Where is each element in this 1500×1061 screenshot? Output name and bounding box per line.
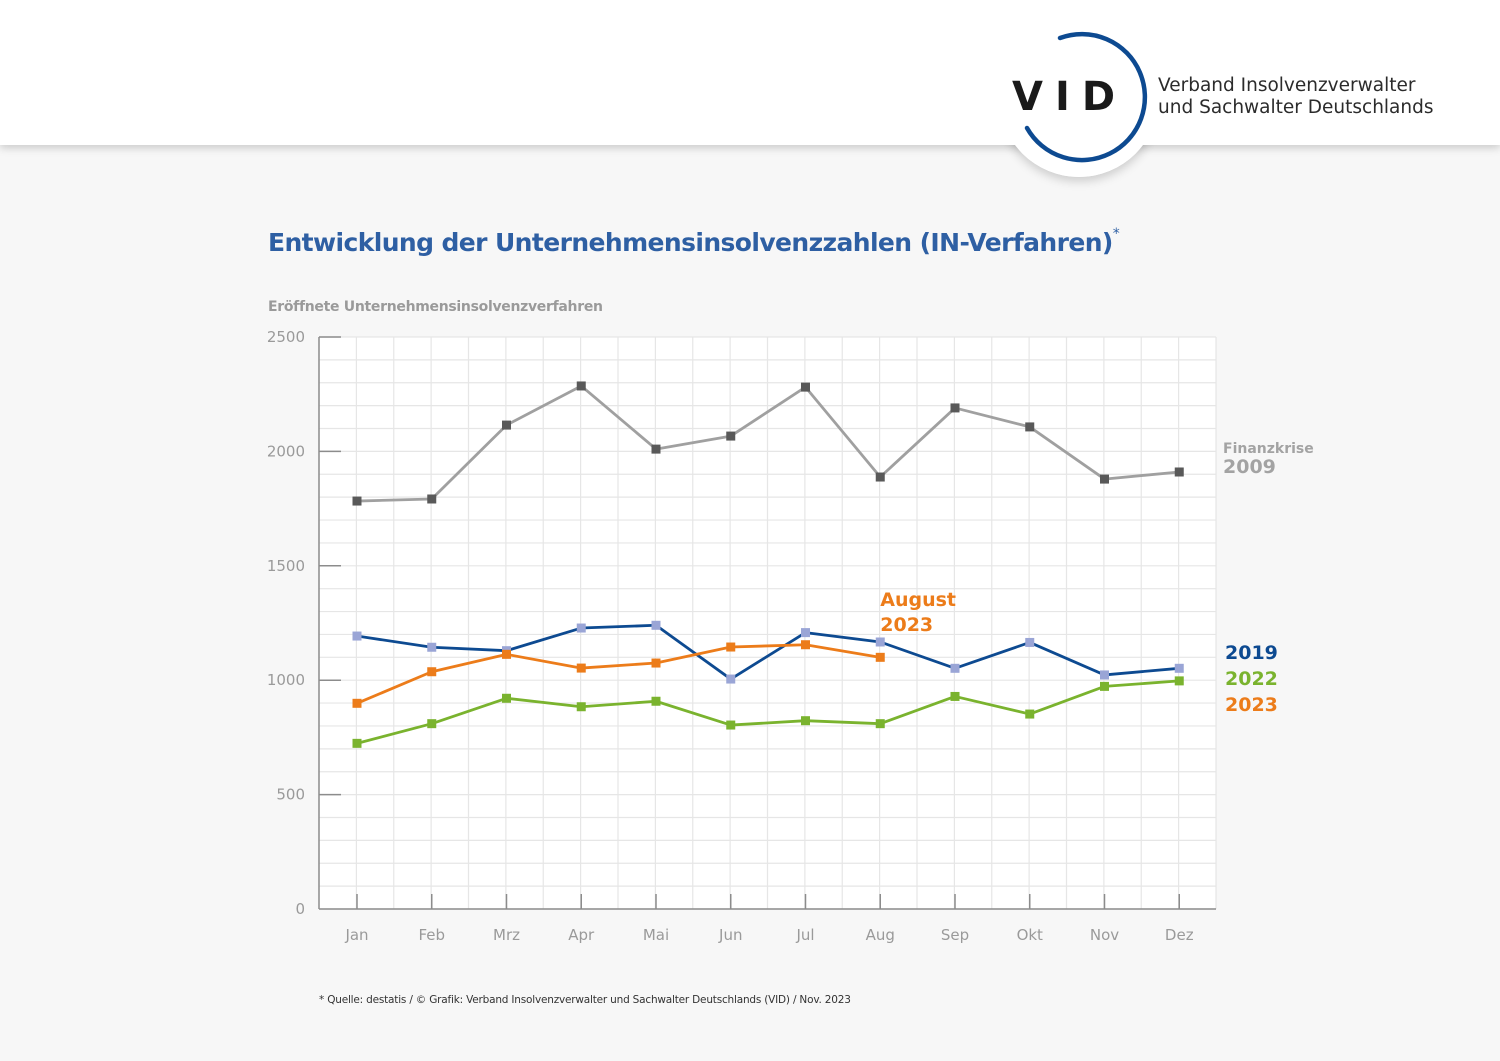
data-point-marker — [502, 649, 511, 659]
data-point-marker — [801, 382, 810, 392]
data-point-marker — [502, 693, 511, 703]
series-line-2023 — [356, 643, 881, 705]
x-tick-label: Jun — [718, 926, 742, 944]
data-point-marker — [352, 698, 362, 708]
data-point-marker — [427, 667, 437, 677]
series-line-2022 — [356, 679, 1180, 745]
y-tick-label: 0 — [295, 900, 305, 918]
x-tick-label: Jul — [795, 926, 814, 944]
data-point-marker — [427, 494, 437, 504]
y-tick-label: 500 — [276, 786, 305, 804]
data-point-marker — [726, 642, 736, 652]
x-tick-label: Mrz — [493, 926, 520, 944]
x-tick-label: Aug — [866, 926, 895, 944]
data-point-marker — [352, 631, 362, 641]
x-tick-label: Feb — [418, 926, 445, 944]
data-point-marker — [651, 658, 661, 668]
data-point-marker — [576, 381, 586, 391]
logo-ring-icon — [1024, 31, 1148, 163]
x-tick-label: Mai — [643, 926, 669, 944]
y-tick-label: 1000 — [267, 671, 305, 689]
data-point-marker — [1100, 670, 1109, 680]
data-point-marker — [352, 738, 362, 748]
title-footnote-marker: * — [1112, 226, 1120, 242]
data-point-marker — [576, 702, 586, 712]
x-tick-label: Nov — [1090, 926, 1119, 944]
data-point-marker — [1174, 676, 1184, 686]
data-point-marker — [726, 431, 736, 441]
annotation-august: August — [880, 589, 956, 611]
series-line-2019 — [356, 623, 1180, 681]
header-background — [0, 0, 1500, 145]
y-tick-label: 1500 — [267, 557, 305, 575]
logo-disc — [999, 17, 1159, 177]
series-line-finanzkrise — [356, 384, 1180, 503]
organization-name-line2: und Sachwalter Deutschlands — [1158, 97, 1434, 118]
x-tick-label: Dez — [1165, 926, 1194, 944]
source-footnote: * Quelle: destatis / © Grafik: Verband I… — [319, 994, 851, 1006]
data-point-marker — [502, 420, 511, 430]
x-tick-label: Jan — [344, 926, 368, 944]
y-tick-label: 2500 — [267, 328, 305, 346]
chart-title: Entwicklung der Unternehmensinsolvenzzah… — [268, 226, 1120, 257]
x-tick-label: Sep — [941, 926, 969, 944]
series-label-finanzkrise: Finanzkrise — [1223, 441, 1314, 457]
data-point-marker — [950, 663, 960, 673]
series-label-2023: 2023 — [1225, 694, 1278, 716]
data-point-marker — [1025, 422, 1035, 432]
series-label-2022: 2022 — [1225, 668, 1278, 690]
organization-name-line1: Verband Insolvenzverwalter — [1158, 75, 1416, 96]
data-point-marker — [875, 719, 885, 729]
logo-vid: VID — [1012, 74, 1128, 120]
data-point-marker — [427, 642, 437, 652]
data-point-marker — [352, 496, 362, 506]
organization-name: Verband Insolvenzverwalter und Sachwalte… — [1158, 75, 1434, 119]
annotation-2023: 2023 — [880, 614, 933, 636]
data-point-marker — [875, 652, 885, 662]
data-point-marker — [801, 716, 810, 726]
data-point-marker — [801, 640, 810, 650]
data-point-marker — [576, 663, 586, 673]
data-point-marker — [801, 628, 810, 638]
data-point-marker — [576, 623, 586, 633]
data-point-marker — [1025, 637, 1035, 647]
data-point-marker — [651, 620, 661, 630]
data-point-marker — [726, 720, 736, 730]
data-point-marker — [1174, 467, 1184, 477]
data-point-marker — [1100, 681, 1109, 691]
data-point-marker — [1100, 474, 1109, 484]
data-point-marker — [651, 696, 661, 706]
data-point-marker — [726, 674, 736, 684]
data-point-marker — [427, 719, 437, 729]
data-point-marker — [1025, 709, 1035, 719]
data-point-marker — [950, 403, 960, 413]
y-tick-label: 2000 — [267, 442, 305, 460]
series-label-2019: 2019 — [1225, 642, 1278, 664]
series-label-2009: 2009 — [1223, 456, 1276, 478]
data-point-marker — [875, 637, 885, 647]
data-point-marker — [1174, 663, 1184, 673]
data-point-marker — [875, 472, 885, 482]
x-tick-label: Okt — [1017, 926, 1043, 944]
data-point-marker — [950, 691, 960, 701]
data-point-marker — [651, 444, 661, 454]
chart-title-text: Entwicklung der Unternehmensinsolvenzzah… — [268, 228, 1113, 257]
x-tick-label: Apr — [568, 926, 595, 944]
y-axis-label: Eröffnete Unternehmensinsolvenzverfahren — [268, 299, 603, 315]
